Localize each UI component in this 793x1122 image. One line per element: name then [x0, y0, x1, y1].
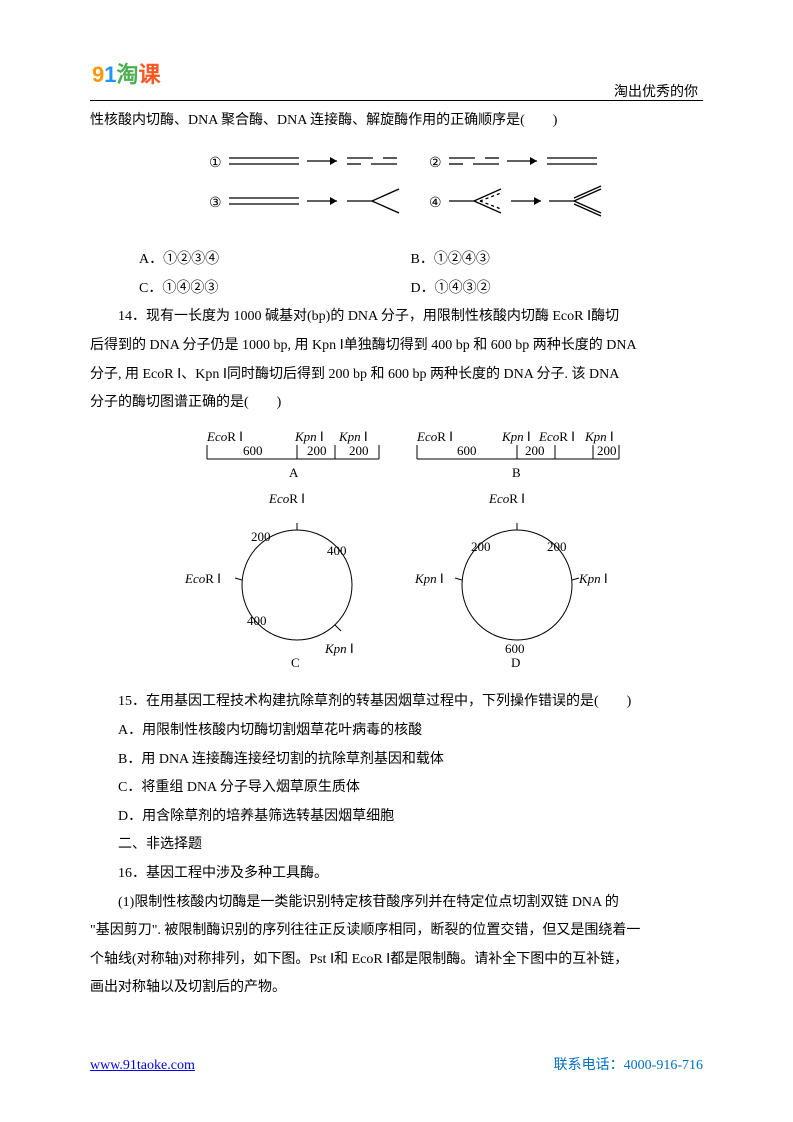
svg-text:Kpn Ⅰ: Kpn Ⅰ — [294, 429, 324, 444]
q15-optD: D．用含除草剂的培养基筛选转基因烟草细胞 — [90, 804, 703, 831]
svg-text:EcoR Ⅰ: EcoR Ⅰ — [488, 491, 525, 506]
q15-optC: C．将重组 DNA 分子导入烟草原生质体 — [90, 775, 703, 802]
svg-text:EcoR Ⅰ: EcoR Ⅰ — [416, 429, 453, 444]
q15-optA: A．用限制性核酸内切酶切割烟草花叶病毒的核酸 — [90, 718, 703, 745]
q15-optB: B．用 DNA 连接酶连接经切割的抗除草剂基因和载体 — [90, 747, 703, 774]
header-rule — [90, 100, 703, 101]
svg-text:400: 400 — [247, 613, 267, 628]
q15-stem: 15．在用基因工程技术构建抗除草剂的转基因烟草过程中，下列操作错误的是( ) — [90, 689, 703, 716]
q16-stem: 16．基因工程中涉及多种工具酶。 — [90, 861, 703, 888]
q13-options-row1: A．①②③④ B．①②④③ — [90, 247, 703, 274]
q14-line2: 后得到的 DNA 分子仍是 1000 bp, 用 Kpn Ⅰ单独酶切得到 400… — [90, 333, 703, 360]
q16-p1-l4: 画出对称轴以及切割后的产物。 — [90, 975, 703, 1002]
svg-text:A: A — [289, 465, 299, 480]
q16-num: 16． — [118, 866, 146, 881]
svg-text:②: ② — [429, 156, 442, 171]
q14-line4: 分子的酶切图谱正确的是( ) — [90, 390, 703, 417]
footer-phone: 联系电话：4000-916-716 — [554, 1053, 703, 1080]
svg-text:200: 200 — [597, 443, 617, 458]
logo-part-1: 1 — [104, 62, 116, 87]
phone-label: 联系电话： — [554, 1058, 624, 1073]
q13-optC: C．①④②③ — [90, 276, 397, 303]
q16-p1-l3: 个轴线(对称轴)对称排列，如下图。Pst Ⅰ和 EcoR Ⅰ都是限制酶。请补全下… — [90, 947, 703, 974]
q14-l1: 现有一长度为 1000 碱基对(bp)的 DNA 分子，用限制性核酸内切酶 Ec… — [146, 309, 619, 324]
svg-text:④: ④ — [429, 196, 442, 211]
svg-text:Kpn Ⅰ: Kpn Ⅰ — [584, 429, 614, 444]
section-2-title: 二、非选择题 — [90, 832, 703, 859]
svg-text:Kpn Ⅰ: Kpn Ⅰ — [324, 641, 354, 656]
svg-text:200: 200 — [349, 443, 369, 458]
main-content: 性核酸内切酶、DNA 聚合酶、DNA 连接酶、解旋酶作用的正确顺序是( ) ① … — [90, 108, 703, 1002]
logo-part-tao: 淘 — [117, 62, 139, 87]
q13-optB: B．①②④③ — [397, 247, 704, 274]
svg-text:Kpn Ⅰ: Kpn Ⅰ — [338, 429, 368, 444]
q13-optD: D．①④③② — [397, 276, 704, 303]
svg-text:Kpn Ⅰ: Kpn Ⅰ — [578, 571, 608, 586]
tagline: 淘出优秀的你 — [614, 80, 698, 107]
svg-text:200: 200 — [251, 529, 271, 544]
svg-text:600: 600 — [457, 443, 477, 458]
svg-text:B: B — [512, 465, 521, 480]
q15-num: 15． — [118, 694, 146, 709]
footer-url[interactable]: www.91taoke.com — [90, 1053, 195, 1080]
svg-text:③: ③ — [209, 196, 222, 211]
svg-text:200: 200 — [471, 539, 491, 554]
q16-p1-l1: (1)限制性核酸内切酶是一类能识别特定核苷酸序列并在特定位点切割双链 DNA 的 — [90, 890, 703, 917]
svg-text:600: 600 — [243, 443, 263, 458]
q14-num: 14． — [118, 309, 146, 324]
q14-diagram: EcoR Ⅰ Kpn Ⅰ Kpn Ⅰ 600 200 200 A EcoR Ⅰ … — [90, 425, 703, 686]
q15-text: 在用基因工程技术构建抗除草剂的转基因烟草过程中，下列操作错误的是( ) — [146, 694, 631, 709]
svg-text:①: ① — [209, 156, 222, 171]
svg-text:EcoR Ⅰ: EcoR Ⅰ — [538, 429, 575, 444]
svg-text:400: 400 — [327, 543, 347, 558]
svg-text:D: D — [511, 655, 520, 670]
svg-text:600: 600 — [505, 641, 525, 656]
q16-p1-l2: "基因剪刀". 被限制酶识别的序列往往正反读顺序相同，断裂的位置交错，但又是围绕… — [90, 918, 703, 945]
q13-stem: 性核酸内切酶、DNA 聚合酶、DNA 连接酶、解旋酶作用的正确顺序是( ) — [90, 108, 703, 135]
q13-options-row2: C．①④②③ D．①④③② — [90, 276, 703, 303]
site-logo: 91淘课 — [92, 54, 161, 96]
svg-text:Kpn Ⅰ: Kpn Ⅰ — [501, 429, 531, 444]
phone-number: 4000-916-716 — [624, 1058, 703, 1073]
svg-text:200: 200 — [547, 539, 567, 554]
q13-diagram: ① ② ③ — [90, 143, 703, 244]
svg-text:200: 200 — [525, 443, 545, 458]
page-footer: www.91taoke.com 联系电话：4000-916-716 — [90, 1053, 703, 1080]
svg-text:200: 200 — [307, 443, 327, 458]
q14-line1: 14．现有一长度为 1000 碱基对(bp)的 DNA 分子，用限制性核酸内切酶… — [90, 304, 703, 331]
logo-part-9: 9 — [92, 62, 104, 87]
logo-part-ke: 课 — [139, 62, 161, 87]
svg-text:C: C — [291, 655, 300, 670]
svg-text:EcoR Ⅰ: EcoR Ⅰ — [268, 491, 305, 506]
svg-text:EcoR Ⅰ: EcoR Ⅰ — [206, 429, 243, 444]
q14-line3: 分子, 用 EcoR Ⅰ、Kpn Ⅰ同时酶切后得到 200 bp 和 600 b… — [90, 362, 703, 389]
q16-text: 基因工程中涉及多种工具酶。 — [146, 866, 328, 881]
q13-optA: A．①②③④ — [90, 247, 397, 274]
svg-text:Kpn Ⅰ: Kpn Ⅰ — [414, 571, 444, 586]
svg-text:EcoR Ⅰ: EcoR Ⅰ — [184, 571, 221, 586]
